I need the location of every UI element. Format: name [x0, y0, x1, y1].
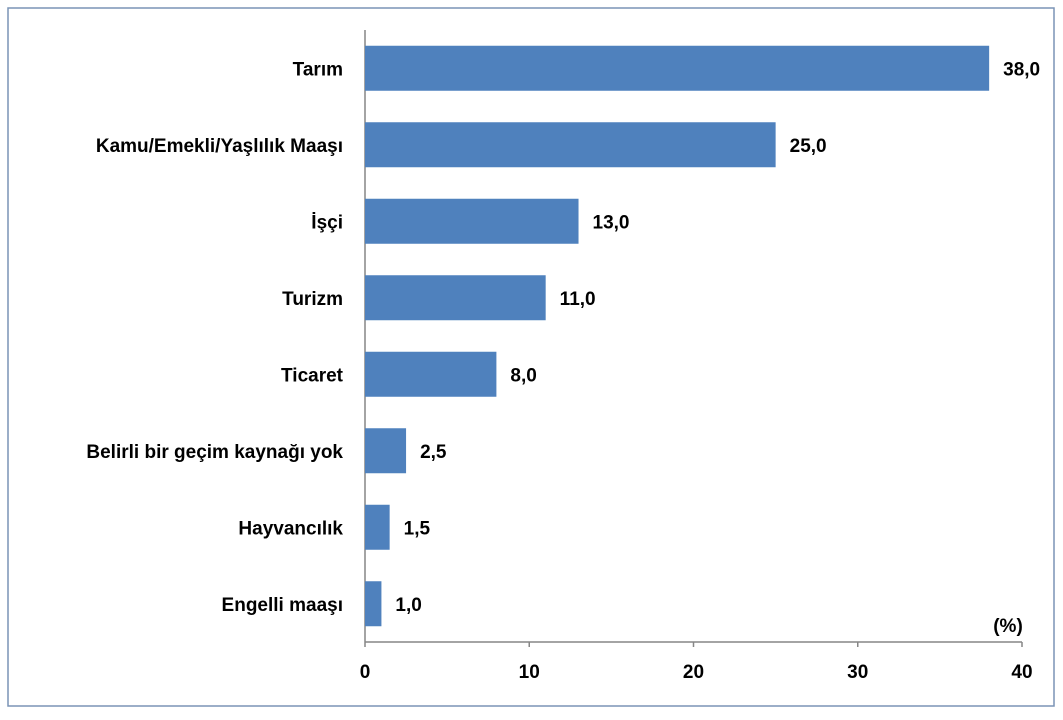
- y-tick-label: Kamu/Emekli/Yaşlılık Maaşı: [96, 136, 343, 157]
- bar: [365, 45, 990, 91]
- bar: [365, 351, 497, 397]
- y-tick-label: Engelli maaşı: [222, 595, 343, 616]
- bar: [365, 198, 579, 244]
- x-tick-label: 40: [1011, 662, 1032, 683]
- y-tick-label: Hayvancılık: [238, 518, 343, 539]
- value-label: 25,0: [790, 136, 827, 157]
- value-label: 38,0: [1003, 59, 1040, 80]
- x-tick-label: 0: [360, 662, 371, 683]
- y-tick-label: Tarım: [293, 59, 343, 80]
- bar: [365, 428, 407, 474]
- value-label: 13,0: [593, 212, 630, 233]
- bar: [365, 581, 382, 627]
- y-tick-label: Ticaret: [281, 365, 344, 386]
- x-tick-label: 10: [519, 662, 540, 683]
- value-label: 2,5: [420, 442, 447, 463]
- value-label: 1,5: [404, 518, 431, 539]
- x-axis-label: (%): [993, 616, 1023, 637]
- x-tick-label: 30: [847, 662, 868, 683]
- value-label: 11,0: [560, 289, 596, 310]
- bar: [365, 275, 546, 321]
- chart-frame: [7, 7, 1055, 707]
- bar: [365, 504, 390, 550]
- y-tick-label: Belirli bir geçim kaynağı yok: [86, 442, 343, 463]
- value-label: 8,0: [510, 365, 536, 386]
- y-tick-label: İşçi: [311, 212, 343, 233]
- bar: [365, 122, 776, 168]
- y-tick-label: Turizm: [282, 289, 343, 310]
- x-tick-label: 20: [683, 662, 704, 683]
- value-label: 1,0: [395, 595, 421, 616]
